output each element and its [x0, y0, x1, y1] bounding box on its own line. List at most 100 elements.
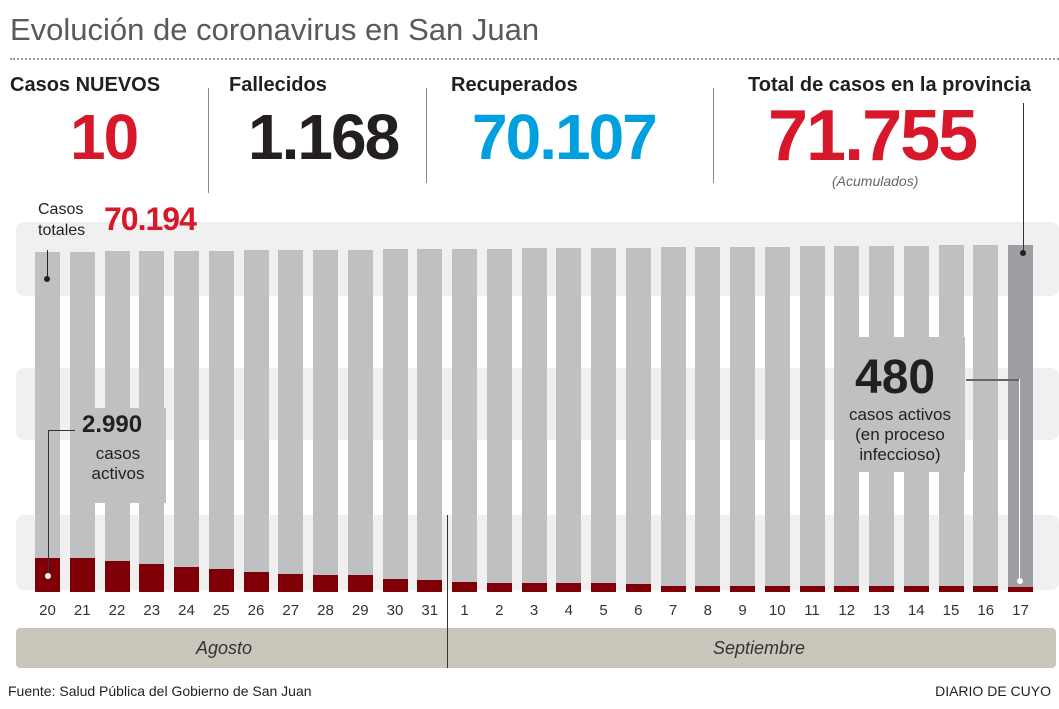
marker-dot — [45, 573, 51, 579]
day-label: 4 — [564, 602, 573, 619]
total-bar — [278, 250, 304, 592]
total-note: (Acumulados) — [832, 173, 919, 189]
active-bar — [382, 579, 408, 592]
day-label: 24 — [178, 602, 195, 619]
month-label: Agosto — [196, 638, 253, 658]
total-bar — [452, 248, 477, 592]
day-label: 23 — [143, 602, 161, 619]
active-bar — [313, 575, 338, 592]
total-bar — [730, 246, 755, 592]
active-bar — [417, 580, 443, 592]
active-bar — [1008, 586, 1033, 592]
day-label: 31 — [421, 602, 439, 619]
total-value: 71.755 — [768, 96, 978, 176]
active-bar — [660, 585, 686, 592]
active-bar — [174, 566, 199, 592]
leader-line — [48, 430, 49, 576]
day-label: 11 — [804, 602, 820, 619]
deaths-label: Fallecidos — [229, 74, 327, 96]
day-label: 3 — [529, 602, 539, 619]
day-label: 29 — [351, 602, 369, 619]
day-label: 1 — [460, 602, 469, 619]
day-label: 10 — [768, 602, 786, 619]
total-bar — [347, 249, 373, 592]
day-label: 6 — [634, 602, 643, 619]
total-bar — [1008, 245, 1033, 592]
month-label: Septiembre — [713, 638, 806, 658]
leader-line — [1019, 379, 1020, 581]
day-label: 27 — [282, 602, 300, 619]
new-cases-label: Casos NUEVOS — [10, 74, 161, 96]
active-bar — [799, 585, 825, 592]
end-active-value: 480 — [855, 351, 936, 404]
day-label: 25 — [212, 602, 230, 619]
total-bar — [556, 248, 582, 592]
total-bar — [799, 246, 825, 592]
active-bar — [347, 575, 373, 592]
active-bar — [556, 583, 582, 592]
total-cases-label: Casos totales — [38, 199, 92, 241]
active-bar — [278, 574, 304, 592]
total-bar — [382, 249, 408, 592]
marker-dot — [1020, 250, 1026, 256]
marker-dot — [44, 276, 50, 282]
brand: DIARIO DE CUYO — [935, 683, 1051, 699]
day-label: 21 — [73, 602, 91, 619]
day-label: 12 — [838, 602, 856, 619]
active-bar — [730, 585, 755, 592]
start-active-value: 2.990 — [82, 411, 143, 438]
deaths-value: 1.168 — [248, 101, 400, 173]
separator — [713, 88, 714, 183]
month-divider — [447, 515, 448, 668]
total-bar — [591, 247, 616, 592]
active-bar — [452, 581, 477, 592]
annotation-box — [835, 337, 965, 472]
total-bar — [417, 249, 443, 592]
total-bar — [764, 246, 790, 592]
separator — [208, 88, 209, 193]
active-bar — [139, 564, 165, 592]
active-bar — [764, 585, 790, 592]
active-bar — [625, 584, 651, 592]
day-label: 13 — [873, 602, 890, 619]
total-bar — [243, 250, 269, 592]
day-label: 20 — [39, 602, 56, 619]
start-total-value: 70.194 — [104, 201, 197, 237]
day-label: 26 — [247, 602, 265, 619]
day-label: 5 — [599, 602, 608, 619]
leader-line — [966, 379, 1020, 381]
total-bar — [208, 250, 234, 592]
marker-dot — [1017, 578, 1023, 584]
total-label: Total de casos en la provincia — [748, 74, 1032, 96]
annotation-box — [76, 408, 166, 503]
day-label: 17 — [1012, 602, 1029, 619]
leader-line — [1023, 103, 1024, 253]
total-cases-label-text: Casos totales — [38, 201, 86, 239]
active-bar — [869, 585, 894, 592]
active-bar — [973, 585, 999, 592]
start-active-label: casos activos — [91, 444, 145, 483]
total-bar — [486, 248, 512, 592]
active-bar — [69, 558, 95, 592]
total-bar — [695, 247, 721, 592]
separator — [426, 88, 427, 183]
active-bar — [208, 569, 234, 592]
leader-line — [48, 430, 75, 431]
active-bar — [938, 585, 964, 592]
end-active-label: casos activos (en proceso infeccioso) — [835, 405, 965, 465]
day-label: 15 — [942, 602, 960, 619]
total-bar — [35, 252, 60, 592]
total-bar — [521, 248, 547, 592]
day-label: 30 — [386, 602, 404, 619]
active-bar — [486, 583, 512, 592]
active-bar — [903, 585, 929, 592]
day-label: 7 — [668, 602, 678, 619]
day-label: 28 — [317, 602, 334, 619]
day-label: 9 — [738, 602, 747, 619]
divider — [10, 58, 1059, 60]
page-title: Evolución de coronavirus en San Juan — [10, 12, 540, 47]
leader-line — [47, 250, 48, 280]
active-bar — [695, 585, 721, 592]
recovered-label: Recuperados — [451, 74, 578, 96]
